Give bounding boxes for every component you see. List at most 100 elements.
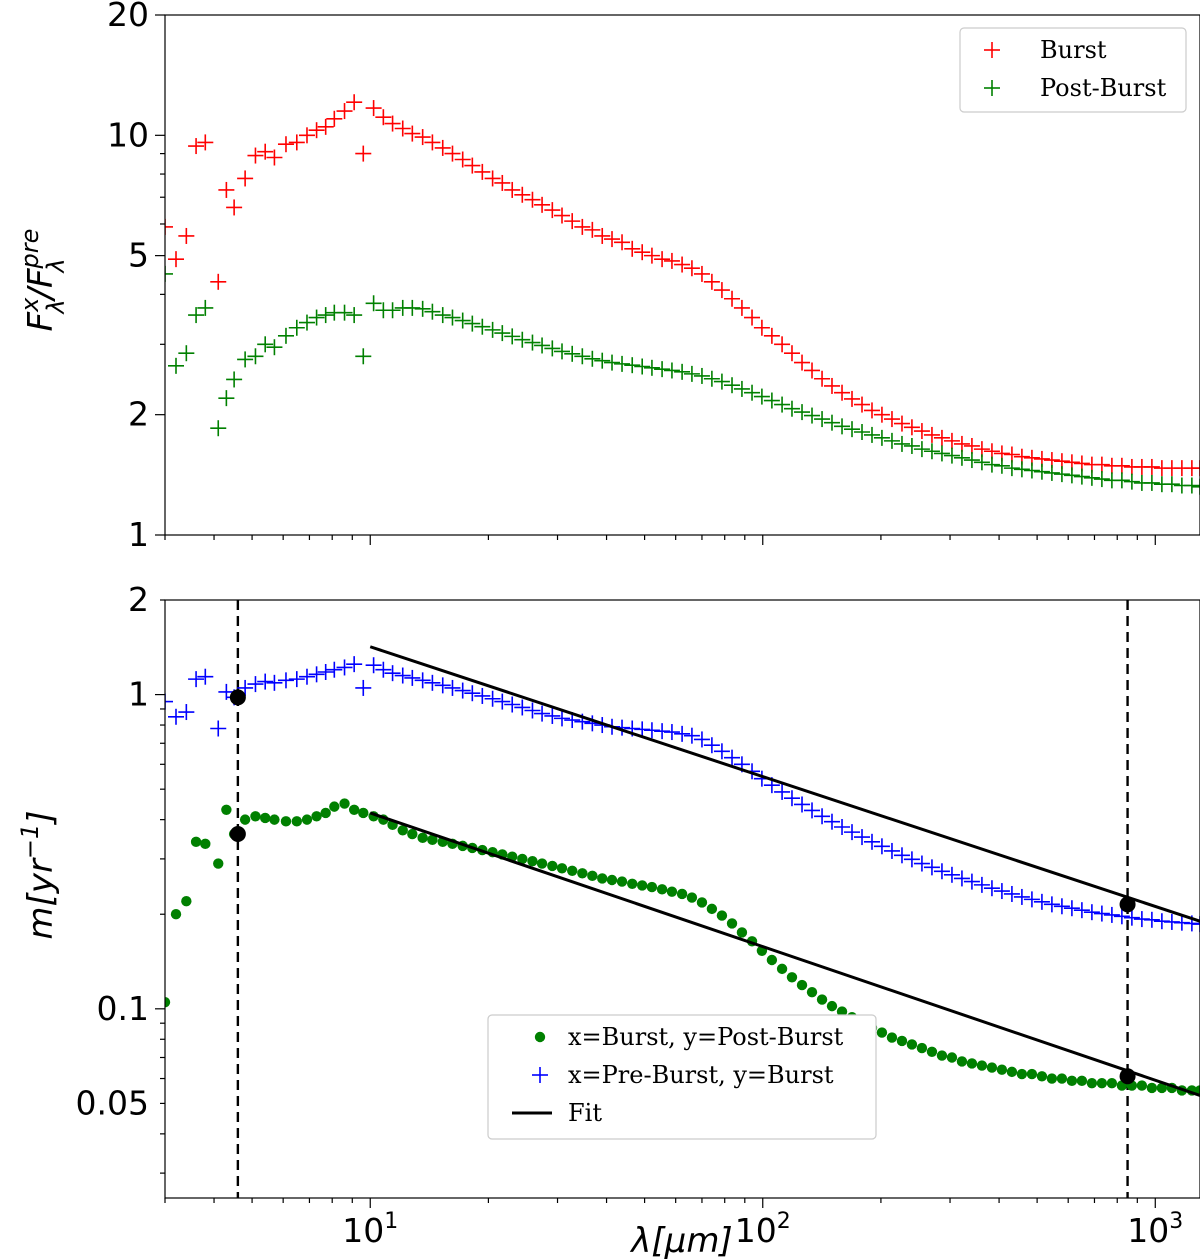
burst-postburst-dot [716, 910, 728, 921]
burst-point [614, 234, 631, 251]
preburst-burst-point [983, 880, 1000, 897]
preburst-burst-point [257, 673, 274, 690]
burst-point [674, 256, 691, 273]
preburst-burst-point [504, 696, 521, 713]
postburst-point [454, 312, 471, 329]
burst-postburst-dot [1066, 1075, 1078, 1087]
burst-point [494, 174, 511, 191]
burst-postburst-dot [826, 1000, 838, 1012]
burst-postburst-dot [916, 1042, 928, 1054]
burst-postburst-dot [311, 811, 322, 822]
burst-point [604, 231, 621, 248]
preburst-burst-point [873, 838, 890, 855]
preburst-burst-point [454, 682, 471, 699]
burst-point [713, 282, 730, 299]
burst-postburst-dot [1146, 1082, 1158, 1094]
preburst-burst-point [933, 863, 950, 880]
burst-postburst-dot [686, 892, 698, 903]
burst-postburst-dot [1006, 1066, 1018, 1078]
burst-postburst-dot [1026, 1068, 1038, 1080]
burst-point [484, 170, 501, 187]
postburst-point [1123, 473, 1140, 490]
preburst-burst-point [814, 808, 831, 825]
burst-point [454, 151, 471, 168]
postburst-point [643, 359, 660, 376]
burst-postburst-dot [181, 896, 192, 907]
burst-point [574, 218, 591, 235]
postburst-point [804, 407, 821, 424]
burst-postburst-dot [301, 814, 313, 825]
preburst-burst-point [834, 818, 851, 835]
burst-postburst-dot [886, 1032, 898, 1043]
postburst-point [288, 319, 305, 336]
burst-point [257, 143, 274, 160]
postburst-point [834, 418, 851, 435]
postburst-point [1023, 462, 1040, 479]
burst-point [188, 138, 205, 155]
postburst-point [218, 390, 235, 407]
key-point [1119, 896, 1136, 913]
legend-green-dot [534, 1031, 546, 1043]
burst-postburst-dot [936, 1050, 948, 1061]
postburst-point [814, 411, 831, 428]
burst-point [514, 186, 531, 203]
postburst-point [683, 365, 700, 382]
burst-postburst-dot [876, 1027, 888, 1038]
postburst-point [1113, 472, 1130, 489]
bottom-legend-dot-marker [534, 1031, 546, 1043]
preburst-burst-point [197, 668, 214, 685]
postburst-point [197, 299, 214, 316]
burst-point [724, 290, 741, 307]
preburst-burst-point [414, 672, 431, 689]
ylabel-sup2: pre [16, 229, 44, 270]
bottom-y-tick-label: 1 [128, 675, 149, 714]
preburst-burst-point [783, 790, 800, 807]
preburst-burst-point [514, 699, 531, 716]
postburst-point [237, 351, 254, 368]
burst-postburst-dot [646, 881, 658, 893]
burst-postburst-dot [926, 1046, 938, 1057]
postburst-point [574, 348, 591, 365]
burst-postburst-dot [1136, 1080, 1148, 1091]
burst-point [414, 129, 431, 146]
burst-postburst-dot [796, 979, 808, 991]
preburst-burst-point [277, 672, 294, 689]
postburst-point [614, 355, 631, 372]
preburst-burst-point [288, 671, 305, 688]
postburst-point [226, 371, 243, 388]
postburst-point [674, 363, 691, 380]
postburst-point [424, 303, 441, 320]
preburst-burst-point [774, 783, 791, 800]
burst-postburst-dot [280, 816, 292, 827]
postburst-point [794, 404, 811, 421]
burst-point [504, 181, 521, 198]
burst-point [814, 370, 831, 387]
preburst-burst-point [247, 676, 264, 693]
preburst-burst-point [394, 667, 411, 684]
burst-postburst-dot [358, 807, 369, 819]
top-y-tick-label: 20 [107, 0, 149, 34]
burst-postburst-dot [627, 878, 638, 889]
preburst-burst-point [317, 664, 334, 681]
preburst-burst-point [794, 796, 811, 813]
postburst-point [783, 400, 800, 417]
postburst-point [277, 327, 294, 344]
postburst-point [404, 299, 421, 316]
burst-postburst-dot [676, 888, 688, 900]
burst-point [197, 134, 214, 151]
burst-point [763, 327, 780, 344]
burst-point [844, 390, 861, 407]
ylabel-f1: F [21, 311, 61, 331]
key-point [229, 826, 246, 843]
burst-postburst-dot [1086, 1077, 1098, 1089]
burst-postburst-dot [1106, 1077, 1118, 1089]
postburst-point [1073, 468, 1090, 485]
preburst-burst-point [1033, 893, 1050, 910]
burst-postburst-dot [577, 868, 588, 879]
burst-point [308, 122, 325, 139]
postburst-point [724, 377, 741, 394]
preburst-burst-point [953, 870, 970, 887]
burst-point [1192, 460, 1200, 477]
top-y-axis-label: Fxλ/Fpreλ [16, 229, 70, 332]
preburst-burst-point [188, 671, 205, 688]
